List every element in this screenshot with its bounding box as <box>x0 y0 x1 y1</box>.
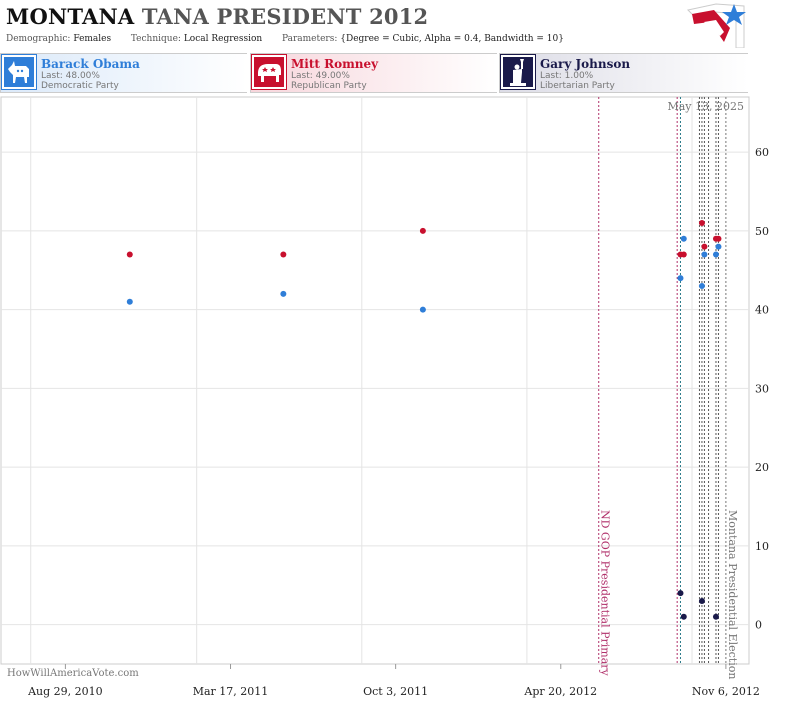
candidate-last: Last: 49.00% <box>291 71 350 81</box>
data-point <box>419 306 426 313</box>
parameters-label: Parameters: <box>281 34 338 44</box>
technique-value: Local Regression <box>183 34 263 44</box>
candidate-last: Last: 48.00% <box>41 71 100 81</box>
demographic-label: Demographic: <box>6 34 71 44</box>
y-tick-label: 50 <box>755 225 769 238</box>
candidate-name: Barack Obama <box>41 57 140 71</box>
data-point <box>712 613 719 620</box>
data-point <box>698 283 705 289</box>
data-point <box>680 251 687 258</box>
title-state: MONTANA <box>6 4 135 29</box>
parameter-line: Demographic: Females Technique: Local Re… <box>6 34 564 44</box>
data-point <box>680 235 687 242</box>
title-race: TANA PRESIDENT 2012 <box>141 4 429 29</box>
candidate-card-romney: Mitt Romney Last: 49.00% Republican Part… <box>250 53 497 93</box>
data-point <box>677 590 684 597</box>
header: MONTANA TANA PRESIDENT 2012 Demographic:… <box>0 0 749 50</box>
x-tick-label: Oct 3, 2011 <box>363 685 428 698</box>
candidate-card-obama: Barack Obama Last: 48.00% Democratic Par… <box>0 53 247 93</box>
date-stamp: May 13, 2025 <box>667 100 744 113</box>
technique-label: Technique: <box>130 34 181 44</box>
data-point <box>280 251 287 258</box>
donkey-icon <box>1 54 37 90</box>
x-tick-label: Apr 20, 2012 <box>523 685 597 698</box>
x-tick-label: Nov 6, 2012 <box>692 685 760 698</box>
data-point <box>126 251 133 258</box>
y-tick-label: 60 <box>755 146 769 159</box>
x-tick-label: Mar 17, 2011 <box>193 685 269 698</box>
candidate-party: Democratic Party <box>41 81 119 91</box>
data-point <box>126 298 133 305</box>
candidate-last: Last: 1.00% <box>540 71 594 81</box>
site-watermark: HowWillAmericaVote.com <box>7 668 139 679</box>
x-tick-label: Aug 29, 2010 <box>27 685 103 698</box>
elephant-icon <box>251 54 287 90</box>
y-tick-label: 10 <box>755 540 769 553</box>
y-tick-label: 30 <box>755 382 769 395</box>
event-label: Montana Presidential Election <box>726 510 739 679</box>
page-title: MONTANA TANA PRESIDENT 2012 <box>6 4 428 29</box>
data-point <box>715 235 722 242</box>
statue-of-liberty-icon <box>500 54 536 90</box>
y-tick-label: 0 <box>755 619 762 632</box>
parameters-value: {Degree = Cubic, Alpha = 0.4, Bandwidth … <box>340 34 564 44</box>
plot-area <box>0 96 750 665</box>
data-point <box>715 243 722 250</box>
y-tick-label: 40 <box>755 304 769 317</box>
candidate-party: Libertarian Party <box>540 81 615 91</box>
y-tick-label: 20 <box>755 461 769 474</box>
data-point <box>698 220 705 226</box>
data-point <box>701 251 708 258</box>
candidate-card-johnson: Gary Johnson Last: 1.00% Libertarian Par… <box>499 53 748 93</box>
data-point <box>712 251 719 258</box>
data-point <box>677 275 684 282</box>
event-label: ND GOP Presidential Primary <box>599 510 612 677</box>
candidate-name: Mitt Romney <box>291 57 379 71</box>
demographic-value: Females <box>73 34 112 44</box>
data-point <box>698 598 705 604</box>
data-point <box>419 227 426 234</box>
star-logo-icon <box>686 3 746 48</box>
candidate-party: Republican Party <box>291 81 367 91</box>
data-point <box>701 243 708 250</box>
candidate-name: Gary Johnson <box>540 57 631 71</box>
data-point <box>280 290 287 297</box>
data-point <box>680 613 687 620</box>
